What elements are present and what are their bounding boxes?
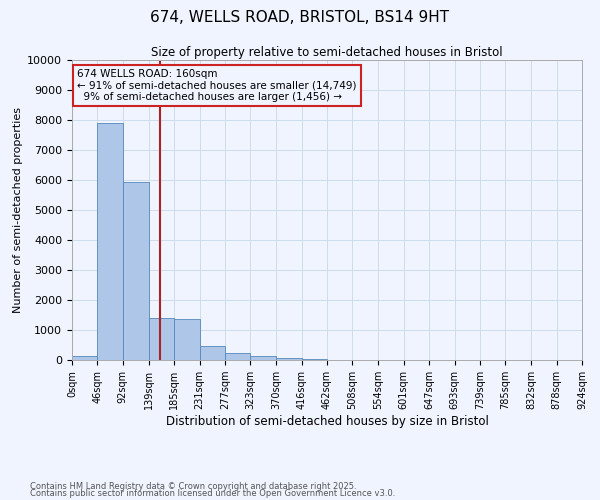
Text: 674, WELLS ROAD, BRISTOL, BS14 9HT: 674, WELLS ROAD, BRISTOL, BS14 9HT [151,10,449,25]
X-axis label: Distribution of semi-detached houses by size in Bristol: Distribution of semi-detached houses by … [166,415,488,428]
Bar [123,182,149,360]
Bar [225,353,250,360]
Text: Contains HM Land Registry data © Crown copyright and database right 2025.: Contains HM Land Registry data © Crown c… [30,482,356,491]
Text: 674 WELLS ROAD: 160sqm
← 91% of semi-detached houses are smaller (14,749)
  9% o: 674 WELLS ROAD: 160sqm ← 91% of semi-det… [77,69,356,102]
Bar [174,318,200,360]
Bar [97,123,123,360]
Bar [276,358,302,360]
Text: Contains public sector information licensed under the Open Government Licence v3: Contains public sector information licen… [30,490,395,498]
Bar [302,359,327,360]
Bar [250,356,276,360]
Bar [149,318,174,360]
Title: Size of property relative to semi-detached houses in Bristol: Size of property relative to semi-detach… [151,46,503,59]
Y-axis label: Number of semi-detached properties: Number of semi-detached properties [13,107,23,313]
Bar [72,356,97,360]
Bar [199,346,225,360]
